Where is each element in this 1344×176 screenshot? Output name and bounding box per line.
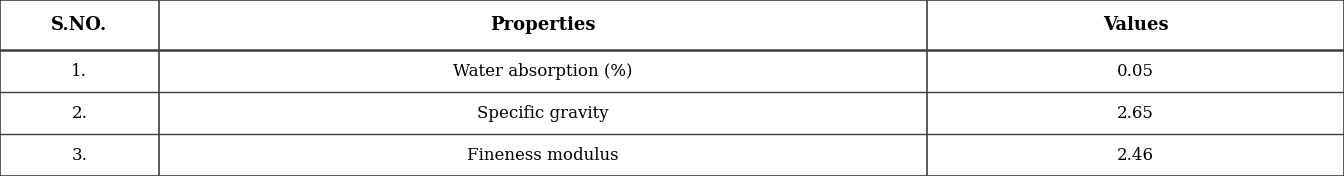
Text: 0.05: 0.05 xyxy=(1117,63,1154,80)
Text: Water absorption (%): Water absorption (%) xyxy=(453,63,633,80)
Text: Fineness modulus: Fineness modulus xyxy=(468,147,618,164)
Text: 2.46: 2.46 xyxy=(1117,147,1154,164)
Text: Properties: Properties xyxy=(491,16,595,34)
Text: 1.: 1. xyxy=(71,63,87,80)
Text: Specific gravity: Specific gravity xyxy=(477,105,609,122)
Text: 2.65: 2.65 xyxy=(1117,105,1154,122)
Text: Values: Values xyxy=(1103,16,1168,34)
Text: 2.: 2. xyxy=(71,105,87,122)
Text: 3.: 3. xyxy=(71,147,87,164)
Text: S.NO.: S.NO. xyxy=(51,16,108,34)
